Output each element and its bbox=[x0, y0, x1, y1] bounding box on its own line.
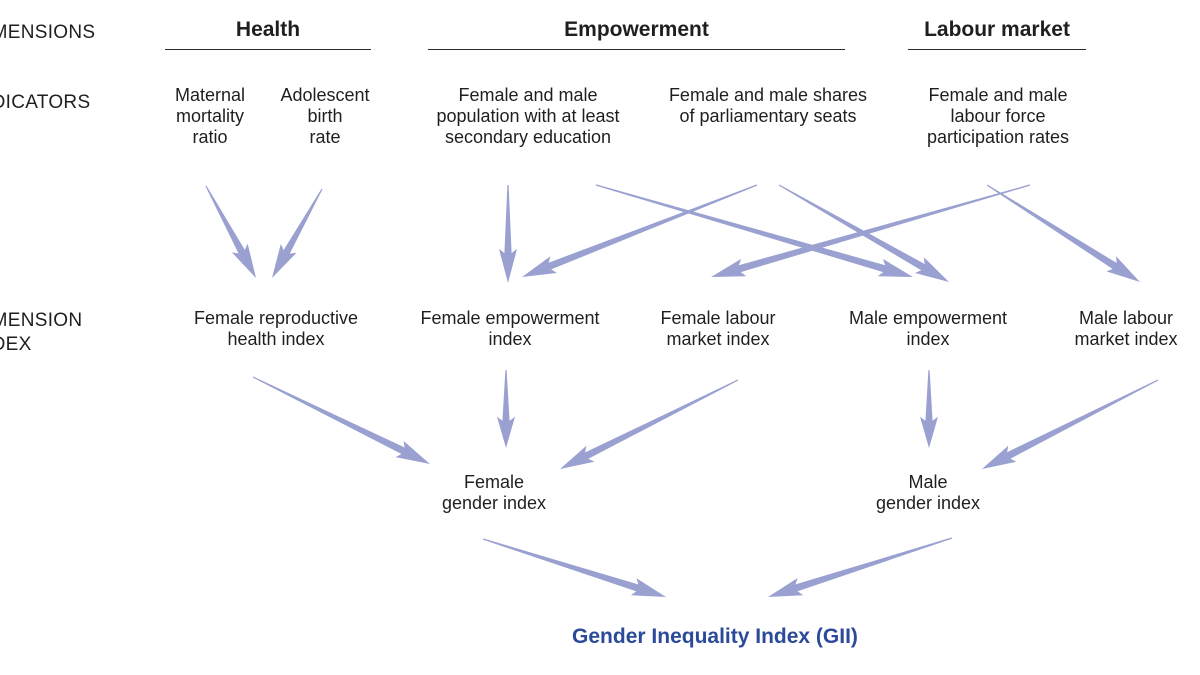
arrow-reproductive-to-female-gender bbox=[252, 376, 430, 464]
arrow-empowerment-to-female-gender bbox=[497, 370, 515, 448]
dimension-empowerment-rule bbox=[428, 49, 845, 50]
index-female-empowerment: Female empowerment index bbox=[420, 308, 600, 349]
dimension-labour-market: Labour market bbox=[924, 18, 1070, 41]
index-male-empowerment: Male empowerment index bbox=[848, 308, 1008, 349]
arrow-labour-market-to-female-gender bbox=[560, 379, 739, 469]
dimension-labour-market-rule bbox=[908, 49, 1086, 50]
arrow-education-to-male-empowerment bbox=[595, 184, 913, 277]
index-female-gender: Female gender index bbox=[441, 472, 547, 513]
arrow-maternal-to-reproductive-health bbox=[205, 185, 256, 278]
arrow-male-labour-to-male-gender bbox=[982, 379, 1159, 469]
row-label-dimension-index: DIMENSION INDEX bbox=[0, 310, 83, 355]
indicator-secondary-education: Female and male population with at least… bbox=[436, 85, 620, 147]
gender-inequality-index-title: Gender Inequality Index (GII) bbox=[572, 625, 858, 648]
row-label-indicators: INDICATORS bbox=[0, 92, 91, 113]
indicator-maternal-mortality-ratio: Maternal mortality ratio bbox=[174, 85, 246, 147]
indicator-parliamentary-seats: Female and male shares of parliamentary … bbox=[668, 85, 868, 126]
index-male-labour-market: Male labour market index bbox=[1074, 308, 1178, 349]
index-female-labour-market: Female labour market index bbox=[660, 308, 776, 349]
arrow-male-empowerment-to-male-gender bbox=[920, 370, 938, 448]
arrow-female-gender-to-gii bbox=[482, 538, 666, 597]
dimension-health: Health bbox=[235, 18, 301, 41]
arrow-education-to-female-empowerment bbox=[499, 185, 517, 283]
arrow-seats-to-female-empowerment bbox=[522, 184, 758, 277]
arrow-male-gender-to-gii bbox=[768, 537, 953, 597]
index-female-reproductive-health: Female reproductive health index bbox=[193, 308, 359, 349]
row-label-dimensions: DIMENSIONS bbox=[0, 22, 96, 43]
arrow-adolescent-to-reproductive-health bbox=[272, 188, 323, 278]
dimension-empowerment: Empowerment bbox=[564, 18, 709, 41]
arrow-labour-to-female-labour-market bbox=[711, 184, 1031, 277]
index-male-gender: Male gender index bbox=[875, 472, 981, 513]
arrow-labour-to-male-labour-market bbox=[986, 184, 1140, 282]
indicator-adolescent-birth-rate: Adolescent birth rate bbox=[280, 85, 370, 147]
dimension-health-rule bbox=[165, 49, 371, 50]
indicator-labour-force-participation: Female and male labour force participati… bbox=[926, 85, 1070, 147]
